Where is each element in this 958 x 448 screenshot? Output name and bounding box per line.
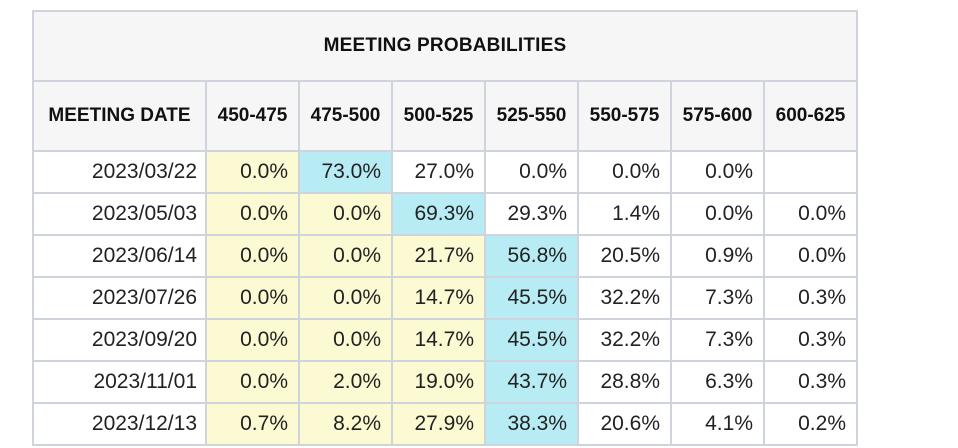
- meeting-date-cell: 2023/05/03: [32, 192, 207, 236]
- meeting-date-cell: 2023/06/14: [32, 234, 207, 278]
- probability-cell: 69.3%: [391, 192, 486, 236]
- probability-cell: 0.0%: [670, 192, 765, 236]
- column-header-range: 600-625: [763, 80, 858, 152]
- probability-cell: 45.5%: [484, 276, 579, 320]
- table-row: 2023/05/03 0.0% 0.0% 69.3% 29.3% 1.4% 0.0% 0.0%: [32, 192, 858, 236]
- probability-cell: 0.0%: [298, 276, 393, 320]
- probability-cell: 21.7%: [391, 234, 486, 278]
- probability-cell: 27.9%: [391, 402, 486, 446]
- meeting-date-cell: 2023/11/01: [32, 360, 207, 404]
- probability-cell: 20.6%: [577, 402, 672, 446]
- probability-cell: 43.7%: [484, 360, 579, 404]
- meeting-date-cell: 2023/12/13: [32, 402, 207, 446]
- probability-cell: 20.5%: [577, 234, 672, 278]
- probability-cell: 0.0%: [205, 192, 300, 236]
- probability-cell: 4.1%: [670, 402, 765, 446]
- column-header-range: 575-600: [670, 80, 765, 152]
- probability-cell: 0.0%: [298, 234, 393, 278]
- table-title: MEETING PROBABILITIES: [32, 10, 858, 82]
- table-row: 2023/11/01 0.0% 2.0% 19.0% 43.7% 28.8% 6.3% 0.3…: [32, 360, 858, 404]
- title-row: MEETING PROBABILITIES: [32, 10, 858, 82]
- probability-cell: 27.0%: [391, 150, 486, 194]
- probability-cell: 0.2%: [763, 402, 858, 446]
- probability-cell: 0.0%: [205, 360, 300, 404]
- probability-cell: 0.3%: [763, 360, 858, 404]
- table-row: 2023/03/22 0.0% 73.0% 27.0% 0.0% 0.0% 0.0%: [32, 150, 858, 194]
- header-row: MEETING DATE 450-475 475-500 500-525 525…: [32, 80, 858, 152]
- meeting-date-cell: 2023/07/26: [32, 276, 207, 320]
- probability-cell: 73.0%: [298, 150, 393, 194]
- probability-cell: 0.0%: [298, 192, 393, 236]
- probability-cell: 14.7%: [391, 318, 486, 362]
- probability-cell: 0.0%: [577, 150, 672, 194]
- probability-cell: 2.0%: [298, 360, 393, 404]
- meeting-date-cell: 2023/09/20: [32, 318, 207, 362]
- probability-cell: 0.3%: [763, 276, 858, 320]
- probability-cell: 0.9%: [670, 234, 765, 278]
- probability-cell: 0.0%: [205, 150, 300, 194]
- table-row: 2023/07/26 0.0% 0.0% 14.7% 45.5% 32.2% 7.3% 0.3…: [32, 276, 858, 320]
- column-header-range: 475-500: [298, 80, 393, 152]
- probability-cell: 6.3%: [670, 360, 765, 404]
- probability-cell: 7.3%: [670, 276, 765, 320]
- table-row: 2023/09/20 0.0% 0.0% 14.7% 45.5% 32.2% 7.3% 0.3…: [32, 318, 858, 362]
- probability-cell: 0.7%: [205, 402, 300, 446]
- meeting-date-cell: 2023/03/22: [32, 150, 207, 194]
- column-header-range: 525-550: [484, 80, 579, 152]
- probability-cell: 0.0%: [484, 150, 579, 194]
- column-header-range: 500-525: [391, 80, 486, 152]
- probability-cell: 32.2%: [577, 318, 672, 362]
- table-body: 2023/03/22 0.0% 73.0% 27.0% 0.0% 0.0% 0.0% 2023…: [32, 150, 858, 446]
- probability-cell: 38.3%: [484, 402, 579, 446]
- column-header-meeting-date: MEETING DATE: [32, 80, 207, 152]
- probability-cell: 0.0%: [205, 318, 300, 362]
- column-header-range: 450-475: [205, 80, 300, 152]
- column-header-range: 550-575: [577, 80, 672, 152]
- probability-cell: 56.8%: [484, 234, 579, 278]
- probability-cell: 0.0%: [205, 234, 300, 278]
- probability-cell: 28.8%: [577, 360, 672, 404]
- probability-cell: 0.0%: [763, 192, 858, 236]
- probability-cell: 1.4%: [577, 192, 672, 236]
- probability-cell: 7.3%: [670, 318, 765, 362]
- table-row: 2023/06/14 0.0% 0.0% 21.7% 56.8% 20.5% 0.9% 0.0…: [32, 234, 858, 278]
- probability-cell: 0.0%: [670, 150, 765, 194]
- table-row: 2023/12/13 0.7% 8.2% 27.9% 38.3% 20.6% 4.1% 0.2…: [32, 402, 858, 446]
- probability-cell: 45.5%: [484, 318, 579, 362]
- probability-cell: 0.0%: [205, 276, 300, 320]
- probability-cell: [763, 150, 858, 194]
- probability-cell: 14.7%: [391, 276, 486, 320]
- probability-cell: 32.2%: [577, 276, 672, 320]
- probability-cell: 8.2%: [298, 402, 393, 446]
- probability-cell: 0.0%: [298, 318, 393, 362]
- probability-cell: 0.0%: [763, 234, 858, 278]
- probability-cell: 0.3%: [763, 318, 858, 362]
- probability-cell: 29.3%: [484, 192, 579, 236]
- probability-cell: 19.0%: [391, 360, 486, 404]
- meeting-probabilities-table: MEETING PROBABILITIES MEETING DATE 450-4…: [32, 10, 858, 446]
